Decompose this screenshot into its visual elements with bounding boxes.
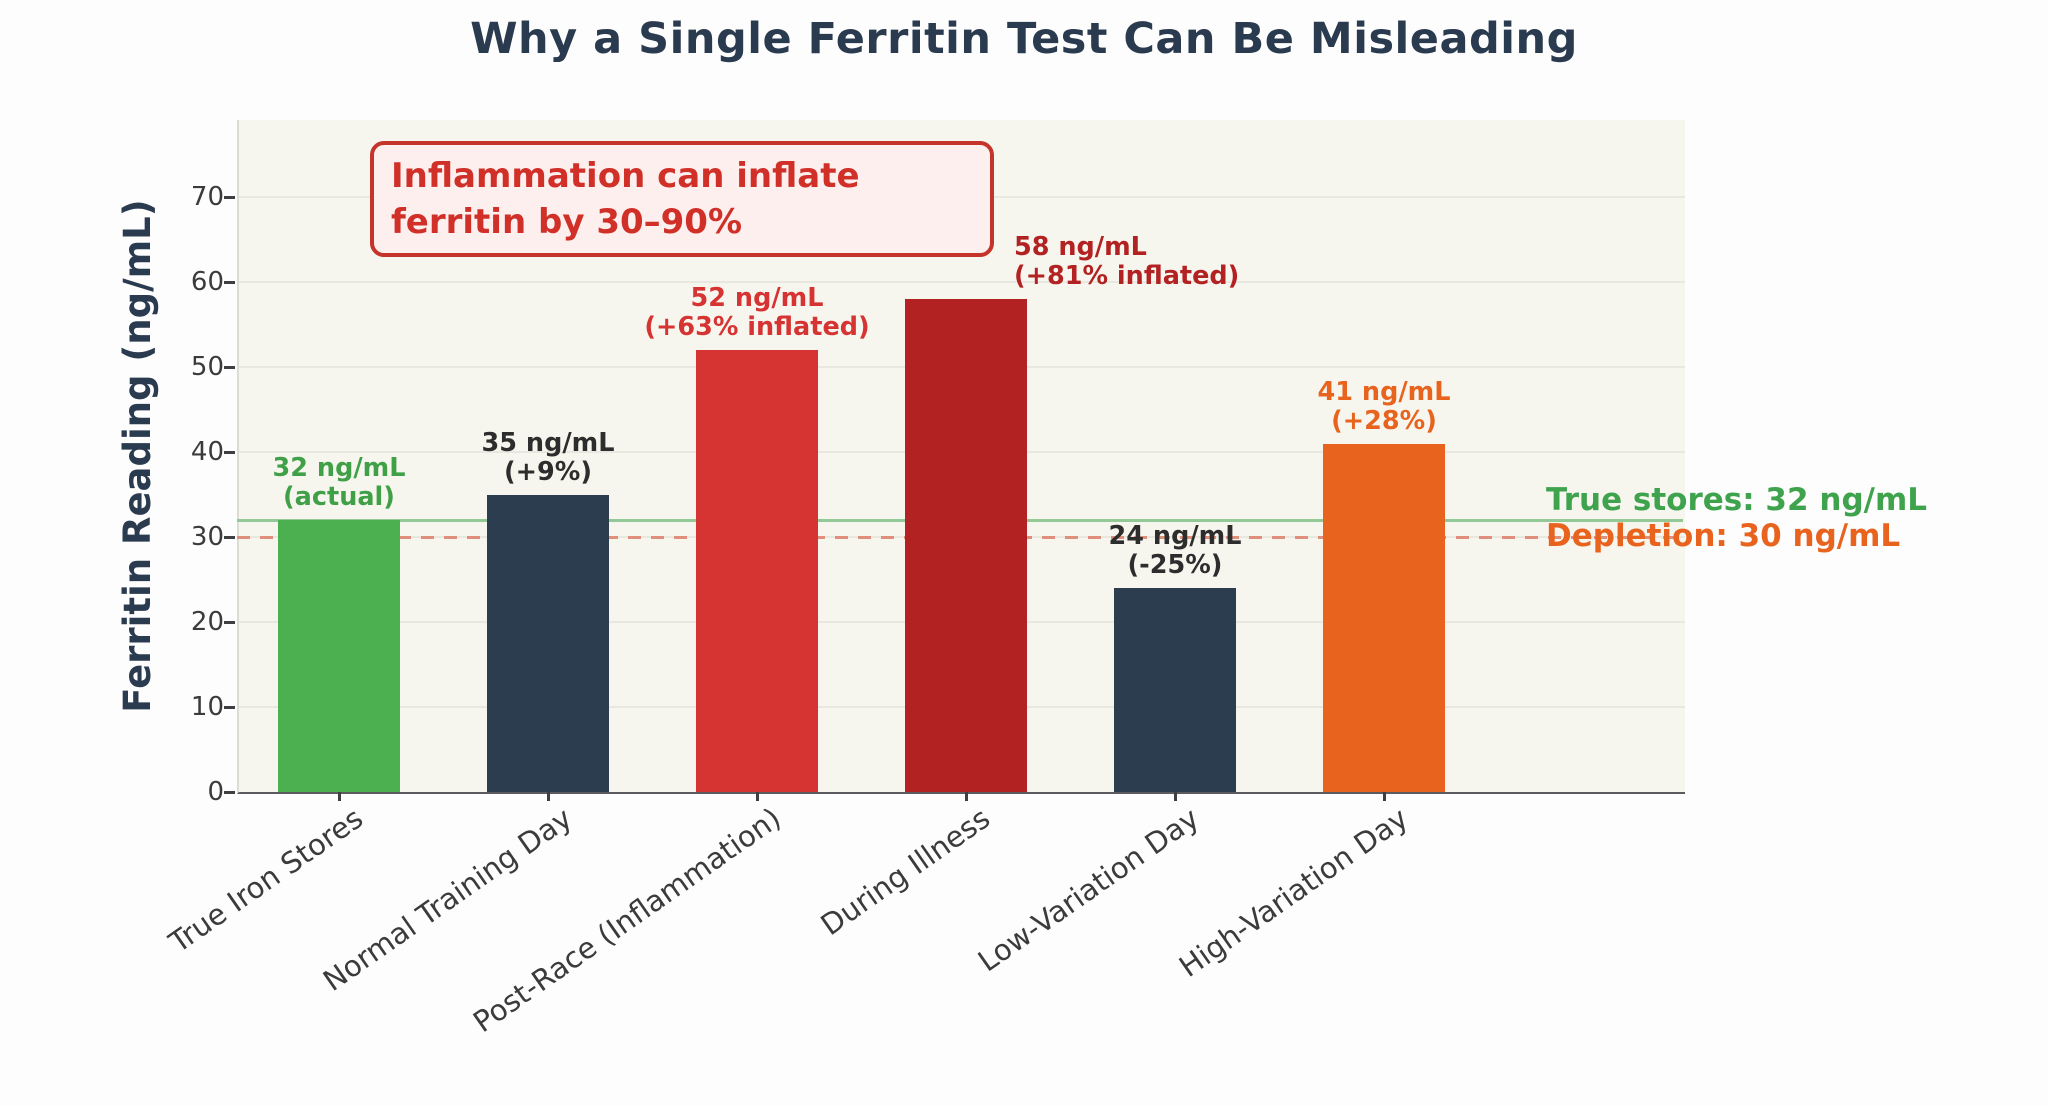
y-tick-mark-10 <box>224 706 235 709</box>
bar-value-label-6: 41 ng/mL (+28%) <box>1214 376 1554 436</box>
bar-value-line2: (+28%) <box>1331 405 1437 436</box>
x-tick-mark-2 <box>546 792 550 801</box>
bar-post-race-inflammation <box>696 350 818 792</box>
true-stores-line-label: True stores: 32 ng/mL <box>1546 482 1928 518</box>
bar-value-line1: 24 ng/mL <box>1108 521 1242 551</box>
gridline-60 <box>239 281 1685 283</box>
x-tick-label-high-variation-day: High-Variation Day <box>1172 800 1415 984</box>
bar-value-line1: 52 ng/mL <box>690 283 824 313</box>
bar-value-line2: (+63% inflated) <box>644 312 870 342</box>
y-tick-label-0: 0 <box>207 777 224 807</box>
x-tick-label-during-illness: During Illness <box>814 800 997 943</box>
bar-value-line1: 32 ng/mL <box>272 453 406 483</box>
y-tick-mark-50 <box>224 366 235 369</box>
bar-value-line2: (-25%) <box>1127 550 1223 580</box>
annotation-line-1: Inflammation can inflate <box>391 156 860 196</box>
bar-value-label-2: 35 ng/mL (+9%) <box>378 427 718 487</box>
y-tick-label-70: 70 <box>190 182 224 212</box>
x-tick-label-post-race-inflammation: Post-Race (Inflammation) <box>467 800 788 1040</box>
bar-value-line1: 58 ng/mL <box>1014 232 1147 262</box>
y-tick-label-60: 60 <box>190 267 224 297</box>
x-tick-mark-5 <box>1173 792 1177 801</box>
bar-value-label-5: 24 ng/mL (-25%) <box>1005 522 1345 580</box>
y-tick-mark-0 <box>224 791 235 794</box>
y-tick-label-40: 40 <box>190 437 224 467</box>
y-tick-mark-30 <box>224 536 235 539</box>
y-tick-mark-70 <box>224 196 235 199</box>
x-tick-label-normal-training-day: Normal Training Day <box>316 800 579 998</box>
bar-value-label-4: 58 ng/mL (+81% inflated) <box>1014 233 1354 291</box>
bar-value-label-1: 32 ng/mL (actual) <box>169 454 509 512</box>
x-tick-label-low-variation-day: Low-Variation Day <box>971 800 1206 979</box>
bar-true-iron-stores <box>278 520 400 792</box>
bar-high-variation-day <box>1323 443 1445 792</box>
x-tick-mark-6 <box>1382 792 1386 801</box>
bar-value-line2: (actual) <box>283 482 395 512</box>
y-tick-mark-60 <box>224 281 235 284</box>
y-tick-label-50: 50 <box>190 352 224 382</box>
bar-low-variation-day <box>1114 588 1236 792</box>
bar-value-line2: (+9%) <box>504 456 592 487</box>
y-tick-mark-40 <box>224 451 235 454</box>
annotation-line-2: ferritin by 30–90% <box>391 202 743 242</box>
bar-during-illness <box>905 299 1027 792</box>
x-tick-mark-4 <box>964 792 968 801</box>
x-tick-mark-3 <box>755 792 759 801</box>
y-tick-label-20: 20 <box>190 607 224 637</box>
bar-value-line2: (+81% inflated) <box>1014 261 1240 291</box>
inflammation-annotation-box: Inflammation can inflate ferritin by 30–… <box>370 141 994 257</box>
bar-normal-training-day <box>487 494 609 792</box>
y-tick-label-30: 30 <box>190 522 224 552</box>
x-tick-mark-1 <box>337 792 341 801</box>
bar-value-line1: 41 ng/mL <box>1317 376 1451 407</box>
y-tick-mark-20 <box>224 621 235 624</box>
y-tick-label-10: 10 <box>190 692 224 722</box>
depletion-line-label: Depletion: 30 ng/mL <box>1546 518 1901 554</box>
bar-value-line1: 35 ng/mL <box>481 427 615 458</box>
bar-value-label-3: 52 ng/mL (+63% inflated) <box>587 284 927 342</box>
chart-title: Why a Single Ferritin Test Can Be Mislea… <box>470 14 1578 64</box>
